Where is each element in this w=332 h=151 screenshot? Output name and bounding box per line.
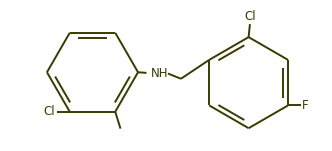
Text: NH: NH [151,67,169,80]
Text: Cl: Cl [244,10,256,23]
Text: Cl: Cl [44,105,55,118]
Text: F: F [302,99,309,112]
